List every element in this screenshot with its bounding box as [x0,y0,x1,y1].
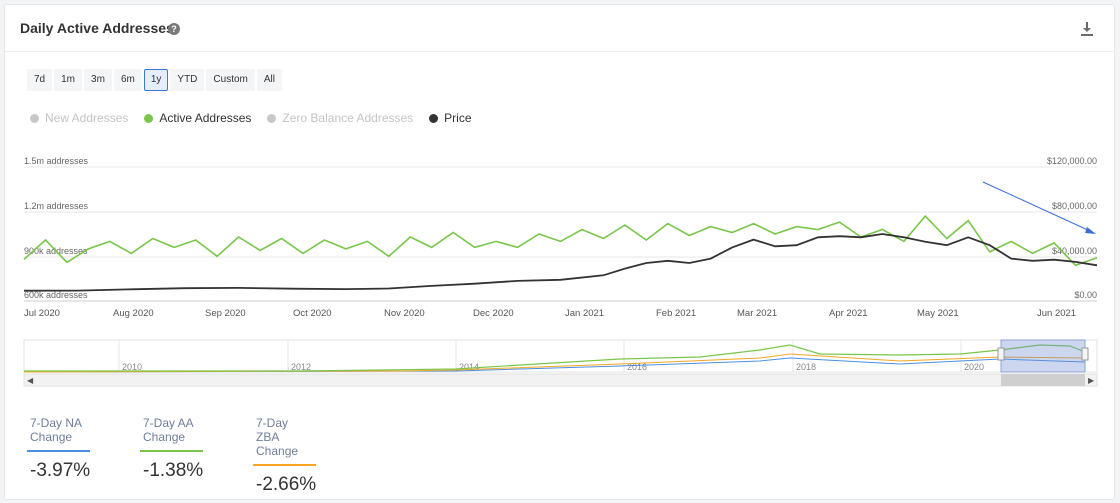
range-button-3m[interactable]: 3m [84,69,112,91]
stat-value: -2.66% [256,474,317,495]
legend-item-new-addresses[interactable]: New Addresses [30,111,128,125]
range-selector: 7d 1m 3m 6m 1y YTD Custom All [27,69,284,91]
left-axis-tick-label: 600k addresses [24,290,88,300]
x-axis-tick-label: Dec 2020 [473,308,514,319]
navigator-series-zero-balance [23,353,1086,373]
series-line-price [23,233,1098,292]
navigator-year-label: 2012 [291,362,311,372]
stat-label: 7-Day NA Change [30,416,82,444]
card-header: Daily Active Addresses ? [5,5,1114,52]
x-axis-tick-label: Oct 2020 [293,308,332,319]
scroll-left-arrow-icon[interactable]: ◀ [27,376,34,385]
legend-dot [30,114,39,123]
navigator-frame [23,339,1098,373]
right-axis-tick-label: $120,000.00 [1047,156,1097,166]
stat-underline [253,464,317,466]
legend-label: Active Addresses [159,111,252,125]
navigator-year-label: 2016 [627,362,647,372]
legend-dot [429,114,439,123]
chart-title: Daily Active Addresses [20,20,174,36]
right-axis-tick-label: $40,000.00 [1052,246,1097,256]
range-button-ytd[interactable]: YTD [170,69,205,91]
left-axis-tick-label: 1.2m addresses [24,201,89,211]
legend-item-zero-balance-addresses[interactable]: Zero Balance Addresses [267,111,413,125]
legend-label: New Addresses [45,111,129,125]
x-axis-tick-label: Feb 2021 [656,308,696,319]
navigator-series-new [23,357,1086,373]
legend-item-price[interactable]: Price [429,111,472,125]
navigator-year-label: 2010 [122,362,142,372]
download-icon[interactable] [1079,21,1095,37]
trend-arrow-line [982,181,1091,232]
range-button-1y[interactable]: 1y [143,69,169,91]
x-axis-tick-label: Jan 2021 [565,308,604,319]
x-axis-tick-label: May 2021 [917,308,959,319]
stat-7-day-aa-change: 7-Day AA Change -1.38% [140,414,204,482]
series-line-active-addresses [23,214,1098,267]
navigator-scrollbar-thumb[interactable] [1001,374,1085,386]
x-axis-tick-label: Nov 2020 [384,308,425,319]
x-axis-tick-label: Apr 2021 [829,308,868,319]
stat-label: 7-Day ZBA Change [256,416,299,458]
stat-underline [140,450,204,452]
range-button-6m[interactable]: 6m [113,69,142,91]
range-button-all[interactable]: All [256,69,282,91]
navigator-year-label: 2014 [459,362,479,372]
x-axis-tick-label: Jul 2020 [24,308,60,319]
range-button-7d[interactable]: 7d [27,69,53,91]
navigator-series-active [24,344,1086,372]
stat-value: -1.38% [143,460,204,481]
navigator-handle-right[interactable] [1081,347,1089,361]
left-axis-tick-label: 1.5m addresses [24,156,89,166]
legend-label: Price [444,111,472,125]
x-axis-tick-label: Aug 2020 [113,308,154,319]
stat-underline [27,450,91,452]
stat-value: -3.97% [30,460,91,481]
chart-card: Daily Active Addresses ? 7d 1m 3m 6m 1y YTD Cu… [4,4,1115,500]
right-axis-tick-label: $80,000.00 [1052,201,1097,211]
navigator-year-label: 2018 [796,362,816,372]
x-axis-tick-label: Sep 2020 [205,308,246,319]
stat-7-day-zba-change: 7-Day ZBA Change -2.66% [253,414,317,496]
navigator-scrollbar-track [23,373,1098,387]
scroll-right-arrow-icon[interactable]: ▶ [1088,376,1095,385]
navigator-year-label: 2020 [964,362,984,372]
stat-7-day-na-change: 7-Day NA Change -3.97% [27,414,91,482]
chart-legend: New Addresses Active Addresses Zero Balanc… [30,111,488,125]
legend-item-active-addresses[interactable]: Active Addresses [144,111,251,125]
legend-dot [267,114,277,123]
x-axis-tick-label: Mar 2021 [737,308,777,319]
right-axis-tick-label: $0.00 [1074,290,1097,300]
legend-dot [144,114,154,123]
question-circle-icon[interactable]: ? [168,23,180,35]
legend-label: Zero Balance Addresses [282,111,414,125]
trend-arrow-head [1085,227,1096,234]
range-button-custom[interactable]: Custom [206,69,255,91]
stat-label: 7-Day AA Change [143,416,194,444]
navigator-selection [1000,339,1086,373]
x-axis-tick-label: Jun 2021 [1037,308,1076,319]
navigator-handle-left[interactable] [997,347,1005,361]
range-button-1m[interactable]: 1m [54,69,83,91]
